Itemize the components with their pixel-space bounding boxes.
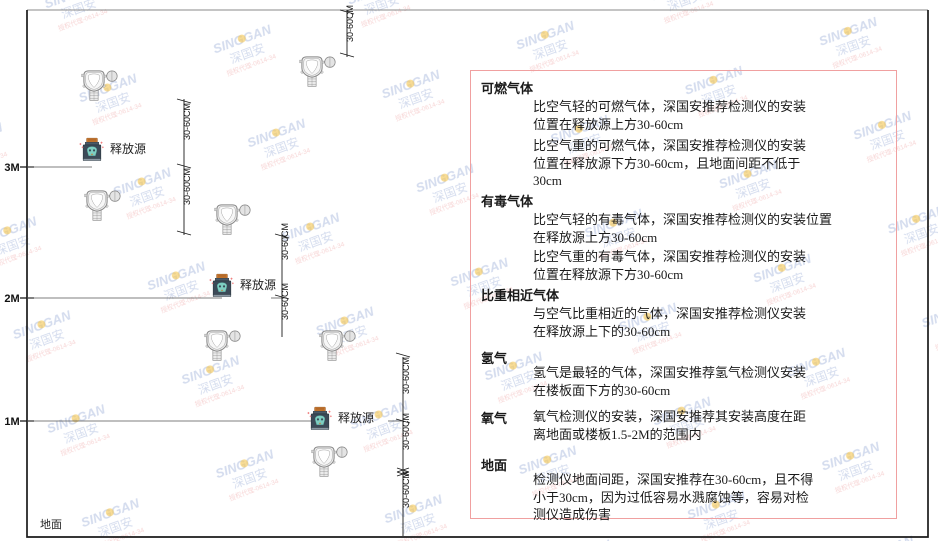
svg-text:30-60CM: 30-60CM [401,357,411,394]
svg-text:30-60CM: 30-60CM [182,168,192,205]
svg-text:30-60CM: 30-60CM [345,5,355,42]
svg-text:释放源: 释放源 [240,277,276,292]
svg-text:2M: 2M [4,293,19,305]
svg-text:30-60CM: 30-60CM [280,283,290,320]
svg-text:释放源: 释放源 [110,141,146,156]
svg-text:30-60CM: 30-60CM [182,103,192,140]
svg-text:3M: 3M [4,162,19,174]
svg-text:地面: 地面 [40,518,62,531]
svg-text:释放源: 释放源 [338,410,374,425]
svg-text:30-60CM: 30-60CM [280,223,290,260]
svg-text:30-60CM: 30-60CM [401,413,411,450]
svg-text:30-60CM: 30-60CM [401,471,411,508]
svg-text:1M: 1M [4,416,19,428]
